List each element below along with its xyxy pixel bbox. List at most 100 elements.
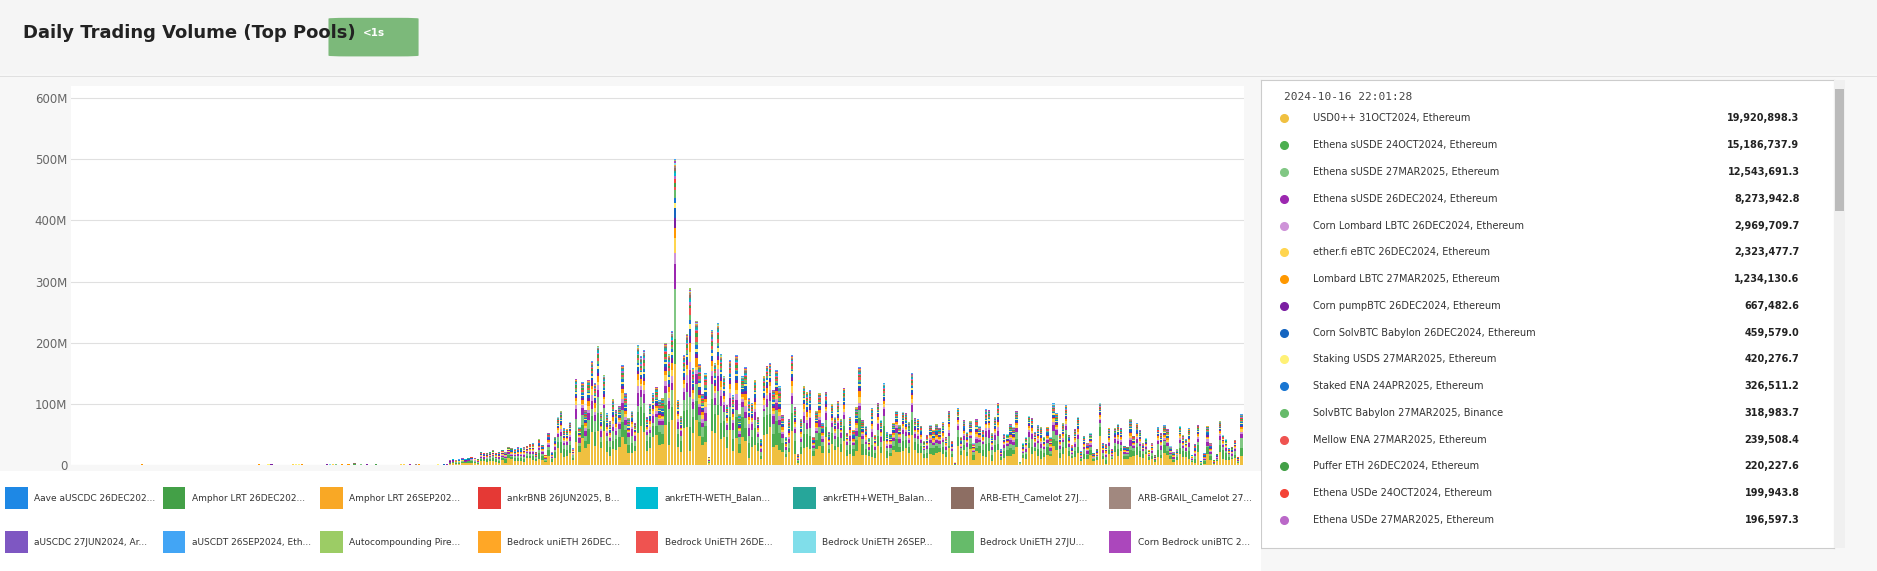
Bar bbox=[732, 439, 734, 452]
Bar bbox=[809, 419, 811, 428]
Bar bbox=[1106, 460, 1107, 464]
Bar bbox=[1241, 424, 1243, 425]
Bar bbox=[978, 453, 982, 465]
Bar bbox=[732, 408, 734, 409]
Bar bbox=[852, 442, 854, 443]
FancyBboxPatch shape bbox=[328, 18, 419, 57]
Bar bbox=[892, 438, 895, 441]
Bar bbox=[1029, 423, 1030, 424]
Bar bbox=[839, 444, 843, 452]
Bar bbox=[901, 434, 905, 441]
Bar bbox=[1006, 451, 1008, 456]
Bar bbox=[679, 422, 681, 423]
Bar bbox=[694, 357, 698, 367]
Bar bbox=[987, 416, 989, 417]
Bar bbox=[938, 437, 940, 439]
Bar bbox=[582, 393, 584, 395]
Bar bbox=[925, 441, 929, 442]
Bar bbox=[1207, 432, 1209, 433]
Bar bbox=[822, 443, 824, 446]
Bar bbox=[781, 427, 785, 429]
Bar bbox=[563, 434, 565, 435]
Bar bbox=[597, 351, 599, 352]
Bar bbox=[848, 454, 852, 465]
Bar bbox=[766, 378, 768, 380]
Bar bbox=[578, 437, 580, 438]
Bar bbox=[631, 429, 633, 436]
Bar bbox=[1055, 435, 1059, 441]
Bar bbox=[1179, 454, 1181, 465]
Bar bbox=[674, 289, 676, 339]
Bar bbox=[882, 389, 886, 391]
Bar bbox=[1098, 423, 1102, 427]
Bar bbox=[1044, 449, 1045, 453]
Bar bbox=[880, 423, 882, 424]
Bar bbox=[668, 375, 670, 377]
Bar bbox=[991, 447, 993, 451]
Bar bbox=[910, 387, 912, 388]
Bar bbox=[847, 445, 848, 449]
Bar bbox=[1074, 437, 1076, 439]
Bar bbox=[649, 414, 651, 416]
Bar bbox=[1218, 427, 1220, 428]
Bar bbox=[908, 427, 910, 428]
Bar bbox=[969, 432, 972, 433]
Bar bbox=[803, 400, 805, 403]
Bar bbox=[1203, 460, 1205, 461]
Bar bbox=[1098, 415, 1102, 417]
Bar bbox=[694, 333, 698, 337]
Bar bbox=[895, 452, 897, 465]
Bar bbox=[698, 364, 700, 365]
Bar bbox=[938, 436, 940, 437]
Text: 420,276.7: 420,276.7 bbox=[1746, 355, 1800, 364]
Bar bbox=[794, 415, 796, 416]
Bar bbox=[644, 357, 646, 358]
Bar bbox=[779, 420, 781, 425]
Bar bbox=[1049, 447, 1051, 448]
Bar bbox=[588, 395, 589, 398]
Bar bbox=[597, 366, 599, 369]
Bar bbox=[862, 431, 863, 432]
Bar bbox=[991, 440, 993, 441]
Bar bbox=[597, 376, 599, 382]
Bar bbox=[1106, 451, 1107, 452]
Bar bbox=[867, 443, 869, 444]
Bar bbox=[1006, 441, 1008, 443]
Bar bbox=[760, 449, 762, 452]
Bar bbox=[659, 425, 661, 432]
Bar bbox=[824, 413, 828, 420]
Bar bbox=[1055, 450, 1059, 465]
Bar bbox=[839, 452, 843, 465]
Bar bbox=[723, 405, 725, 412]
Bar bbox=[608, 433, 612, 435]
Bar bbox=[678, 416, 679, 419]
Bar bbox=[1130, 425, 1132, 426]
Bar bbox=[1130, 440, 1132, 446]
Bar bbox=[668, 445, 670, 465]
Bar bbox=[591, 401, 593, 409]
Bar bbox=[713, 405, 715, 414]
Bar bbox=[582, 425, 584, 439]
Bar bbox=[689, 295, 691, 298]
Bar bbox=[723, 437, 725, 465]
Bar bbox=[822, 432, 824, 433]
Bar bbox=[711, 349, 713, 351]
Bar bbox=[882, 407, 886, 409]
Bar bbox=[918, 432, 920, 434]
Bar bbox=[803, 388, 805, 389]
Bar bbox=[770, 375, 771, 376]
Bar bbox=[618, 412, 621, 413]
Bar bbox=[766, 376, 768, 378]
Bar bbox=[618, 417, 621, 418]
Bar bbox=[794, 424, 796, 427]
Bar bbox=[963, 425, 965, 427]
Bar bbox=[608, 427, 612, 428]
Bar bbox=[1184, 446, 1186, 447]
Bar bbox=[492, 456, 494, 458]
Bar bbox=[565, 450, 569, 456]
Bar bbox=[578, 432, 580, 433]
Bar bbox=[837, 407, 839, 408]
Bar bbox=[698, 371, 700, 372]
Bar bbox=[621, 375, 623, 377]
Bar bbox=[565, 435, 569, 436]
